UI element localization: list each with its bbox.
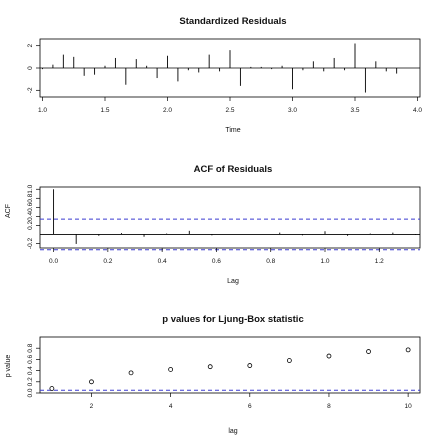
residuals-xtick-label: 2.0: [163, 107, 172, 114]
acf-ytick-label: 0.8: [27, 193, 34, 202]
ljungbox-point: [286, 358, 292, 363]
residuals-title: Standardized Residuals: [179, 16, 286, 27]
acf-ytick-label: -0.2: [27, 237, 34, 249]
acf-ytick-label: 0.2: [27, 221, 34, 230]
acf-panel: ACF of Residuals Lag ACF 0.0 0.2 0.4 0.6 0.8…: [5, 164, 421, 285]
acf-xtick-label: 0.4: [158, 258, 167, 265]
ljungbox-point: [89, 379, 94, 385]
ljungbox-xtick-label: 4: [169, 403, 173, 410]
ljungbox-xtick-label: 2: [90, 403, 94, 410]
ljungbox-xlabel: lag: [228, 428, 237, 435]
acf-xtick-label: 1.2: [375, 258, 384, 265]
ljungbox-point: [49, 386, 55, 391]
ljungbox-point: [366, 349, 371, 354]
ljungbox-xtick-label: 6: [248, 403, 252, 410]
acf-xtick-label: 0.2: [103, 258, 112, 265]
acf-xtick-label: 0.6: [212, 258, 221, 265]
residuals-xtick-label: 4.0: [413, 107, 422, 114]
residuals-ytick-label: 2: [27, 44, 34, 48]
residuals-ytick-label: 0: [27, 66, 34, 70]
ljungbox-xtick-label: 10: [405, 403, 413, 410]
ljungbox-ytick-label: 0.8: [27, 343, 34, 352]
ljungbox-title: p values for Ljung-Box statistic: [162, 314, 303, 325]
residuals-xtick-label: 1.0: [38, 107, 47, 114]
acf-xtick-label: 1.0: [320, 258, 329, 265]
acf-xtick-label: 0.0: [49, 258, 58, 265]
ljungbox-point: [207, 364, 213, 370]
ljungbox-point: [247, 363, 253, 368]
ljungbox-ytick-label: 0.0: [27, 388, 34, 397]
ljungbox-ytick-label: 0.6: [27, 355, 34, 364]
ljungbox-ytick-label: 0.4: [27, 366, 34, 375]
residuals-panel: Standardized Residuals Time 1.0 1.5 2.0 2.5…: [27, 16, 422, 134]
residuals-xtick-label: 2.5: [225, 107, 234, 114]
ljungbox-point: [128, 370, 134, 376]
ljungbox-xtick-label: 8: [327, 403, 331, 410]
acf-ytick-label: 1.0: [27, 184, 34, 193]
ljungbox-ytick-label: 0.2: [27, 377, 34, 386]
residuals-xtick-label: 1.5: [100, 107, 109, 114]
residuals-xtick-label: 3.0: [288, 107, 297, 114]
ljungbox-ylabel: p value: [5, 355, 12, 378]
ljungbox-point: [168, 367, 174, 372]
acf-ytick-label: 0.4: [27, 211, 34, 220]
residuals-xlabel: Time: [225, 127, 240, 134]
ljungbox-plot-frame: [39, 336, 421, 394]
acf-title: ACF of Residuals: [194, 164, 273, 175]
acf-xtick-label: 0.8: [266, 258, 275, 265]
acf-ytick-label: 0.6: [27, 202, 34, 211]
residuals-xtick-label: 3.5: [350, 107, 359, 114]
acf-ylabel: ACF: [5, 204, 12, 218]
residuals-ytick-label: -2: [27, 87, 34, 93]
ljungbox-panel: p values for Ljung-Box statistic lag p v…: [5, 314, 421, 435]
acf-xlabel: Lag: [227, 278, 239, 285]
acf-plot-frame: [39, 186, 421, 249]
ljungbox-point: [326, 353, 332, 359]
ljungbox-point: [405, 347, 411, 353]
